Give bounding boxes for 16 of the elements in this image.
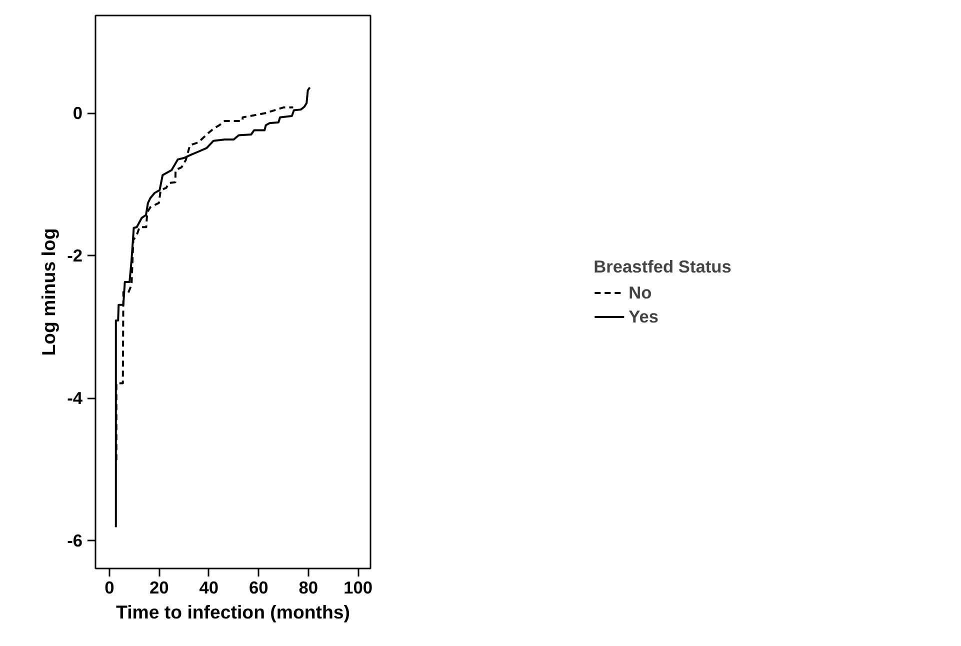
y-tick-label: 0	[72, 103, 83, 124]
x-tick-label: 40	[199, 578, 219, 598]
y-tick-label: -6	[67, 530, 83, 551]
x-tick-label: 100	[344, 578, 373, 598]
y-tick-label: -4	[67, 388, 83, 408]
x-tick-label: 20	[150, 578, 169, 598]
legend-label: No	[628, 282, 652, 303]
x-tick-label: 60	[248, 578, 268, 598]
x-tick-label: 0	[104, 578, 114, 598]
y-tick-label: -2	[67, 246, 83, 266]
legend-label: Yes	[628, 306, 659, 327]
x-axis-title: Time to infection (months)	[116, 602, 350, 622]
line-series	[114, 86, 311, 528]
legend-title: Breastfed Status	[594, 256, 732, 277]
x-tick-label: 80	[298, 578, 318, 598]
y-axis-title: Log minus log	[38, 228, 60, 356]
